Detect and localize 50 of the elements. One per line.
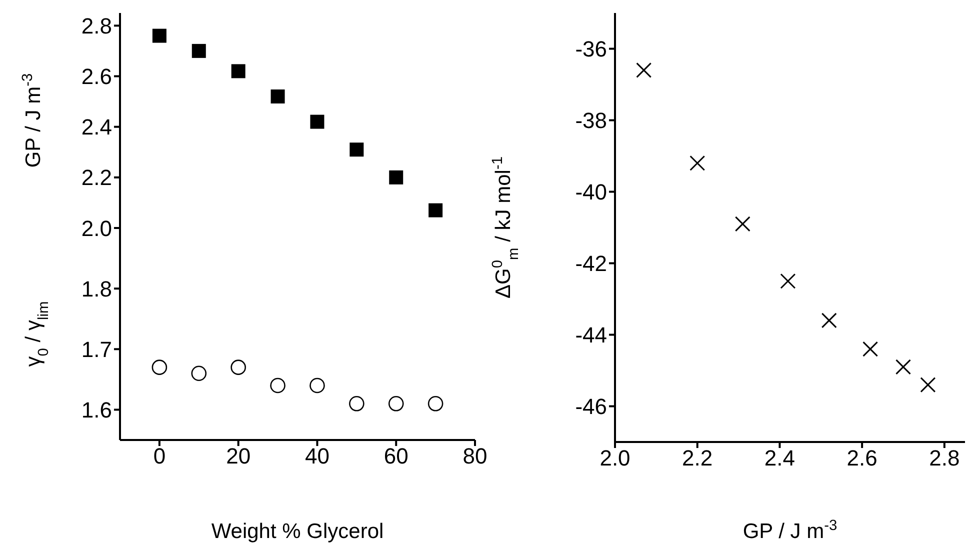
x-tick-label: 80 xyxy=(462,444,488,469)
point xyxy=(780,273,796,289)
point xyxy=(230,360,246,375)
x-tick-label: 60 xyxy=(384,444,408,469)
point xyxy=(310,114,324,129)
y-tick-label: -44 xyxy=(575,322,607,348)
y-tick-label: 1.8 xyxy=(81,276,112,302)
y-tick-label: -40 xyxy=(575,180,607,205)
y-tick-label: 1.6 xyxy=(81,398,112,423)
y-tick-label: -42 xyxy=(575,251,607,276)
point xyxy=(389,170,404,184)
point xyxy=(231,64,246,78)
point xyxy=(636,62,652,78)
x-axis-title: GP / J m$^{-3}$ xyxy=(742,518,838,543)
point xyxy=(152,360,168,375)
point xyxy=(734,216,750,232)
point xyxy=(690,155,706,171)
point xyxy=(895,359,911,375)
point xyxy=(192,44,206,58)
y-tick-label: -38 xyxy=(575,108,607,134)
x-tick-label: 0 xyxy=(153,444,166,469)
x-tick-label: 40 xyxy=(304,444,330,469)
point xyxy=(349,396,364,412)
y-tick-label: -46 xyxy=(575,394,607,420)
point xyxy=(191,366,207,382)
point xyxy=(270,378,286,394)
y-tick-label: 2.4 xyxy=(81,114,112,140)
point xyxy=(821,312,837,328)
point xyxy=(428,203,443,218)
point xyxy=(920,377,936,393)
x-axis-title: Weight % Glycerol xyxy=(211,520,384,543)
point xyxy=(862,341,878,357)
point xyxy=(350,142,364,157)
point xyxy=(152,28,166,43)
x-tick-label: 2.4 xyxy=(764,446,796,471)
x-tick-label: 20 xyxy=(226,444,251,469)
point xyxy=(428,396,444,412)
y-tick-label: 1.7 xyxy=(81,336,112,362)
x-tick-label: 2.8 xyxy=(929,446,960,471)
x-tick-label: 2.0 xyxy=(600,446,630,471)
point xyxy=(270,89,285,104)
y-tick-label: 2.0 xyxy=(81,216,112,241)
y-tick-label: 2.6 xyxy=(81,64,112,90)
x-tick-label: 2.2 xyxy=(682,446,713,471)
y-tick-label: 2.2 xyxy=(81,165,112,190)
y-tick-label: 2.8 xyxy=(81,13,112,38)
x-tick-label: 2.6 xyxy=(846,446,878,471)
y-tick-label: -36 xyxy=(575,36,607,62)
point xyxy=(388,396,404,412)
point xyxy=(310,378,325,394)
